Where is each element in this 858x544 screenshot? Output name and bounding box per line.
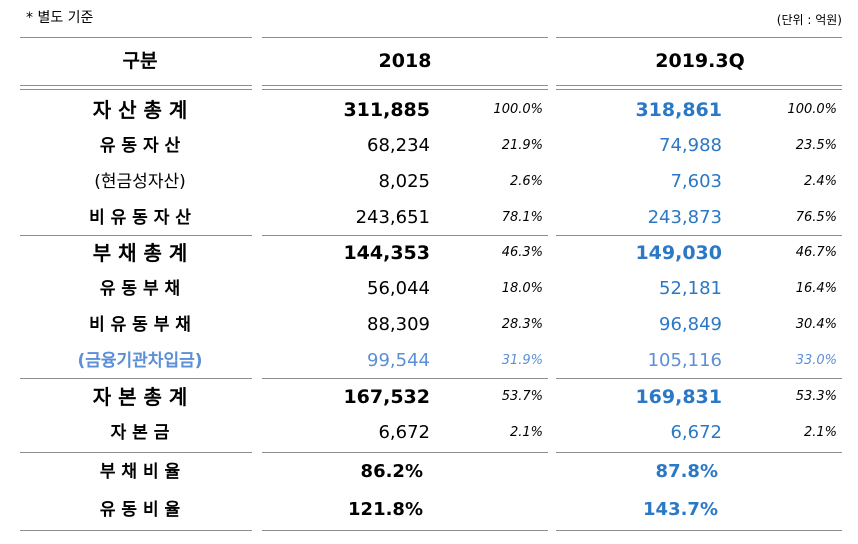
note: * 별도 기준 xyxy=(26,10,94,26)
value-2019: 149,030 xyxy=(635,242,722,264)
rule xyxy=(20,378,252,379)
ratio-2019: 76.5% xyxy=(795,210,837,225)
row-label: (금융기관차입금) xyxy=(77,351,203,371)
rule xyxy=(20,89,252,90)
row-label: 유 동 자 산 xyxy=(99,136,181,156)
rule xyxy=(556,37,842,38)
rule xyxy=(262,235,548,236)
value-2019: 169,831 xyxy=(635,386,722,408)
rule xyxy=(20,85,252,86)
ratio-2018: 2.1% xyxy=(509,425,543,440)
value-2018: 121.8% xyxy=(348,499,423,520)
value-2018: 6,672 xyxy=(378,422,430,443)
ratio-2018: 78.1% xyxy=(501,210,543,225)
row-label: 유 동 비 율 xyxy=(99,500,181,520)
value-2018: 243,651 xyxy=(355,207,430,228)
column-header: 구분 xyxy=(122,50,158,72)
row-label: 자 산 총 계 xyxy=(92,98,188,122)
value-2019: 87.8% xyxy=(655,461,718,482)
value-2018: 68,234 xyxy=(367,135,430,156)
rule xyxy=(556,85,842,86)
ratio-2018: 31.9% xyxy=(501,353,543,368)
value-2018: 144,353 xyxy=(343,242,430,264)
rule xyxy=(20,452,252,453)
row-label: 유 동 부 채 xyxy=(99,279,181,299)
rule xyxy=(556,530,842,531)
value-2018: 167,532 xyxy=(343,386,430,408)
value-2018: 311,885 xyxy=(343,99,430,121)
ratio-2019: 23.5% xyxy=(795,138,837,153)
value-2019: 6,672 xyxy=(670,422,722,443)
ratio-2019: 33.0% xyxy=(795,353,837,368)
ratio-2018: 28.3% xyxy=(501,317,543,332)
rule xyxy=(262,89,548,90)
value-2019: 243,873 xyxy=(647,207,722,228)
rule xyxy=(556,89,842,90)
value-2019: 7,603 xyxy=(670,171,722,192)
value-2019: 52,181 xyxy=(659,278,722,299)
rule xyxy=(262,452,548,453)
rule xyxy=(20,530,252,531)
unit: (단위 : 억원) xyxy=(776,13,842,27)
ratio-2018: 18.0% xyxy=(501,281,543,296)
row-label: 자 본 총 계 xyxy=(92,385,188,409)
rule xyxy=(20,37,252,38)
rule xyxy=(20,235,252,236)
value-2018: 88,309 xyxy=(367,314,430,335)
ratio-2018: 21.9% xyxy=(501,138,543,153)
value-2018: 99,544 xyxy=(367,350,430,371)
ratio-2019: 2.4% xyxy=(803,174,837,189)
rule xyxy=(262,37,548,38)
value-2019: 74,988 xyxy=(659,135,722,156)
value-2018: 8,025 xyxy=(378,171,430,192)
ratio-2019: 100.0% xyxy=(787,102,837,117)
row-label: 부 채 총 계 xyxy=(92,241,188,265)
value-2018: 56,044 xyxy=(367,278,430,299)
row-label: 자 본 금 xyxy=(110,423,170,443)
rule xyxy=(262,85,548,86)
value-2019: 143.7% xyxy=(643,499,718,520)
row-label: 비 유 동 부 채 xyxy=(89,315,191,335)
ratio-2019: 53.3% xyxy=(795,389,837,404)
rule xyxy=(556,235,842,236)
ratio-2018: 53.7% xyxy=(501,389,543,404)
column-header: 2018 xyxy=(378,50,432,72)
row-label: 부 채 비 율 xyxy=(99,462,181,482)
row-label: (현금성자산) xyxy=(94,172,186,192)
ratio-2019: 30.4% xyxy=(795,317,837,332)
ratio-2018: 46.3% xyxy=(501,245,543,260)
value-2018: 86.2% xyxy=(360,461,423,482)
rule xyxy=(262,530,548,531)
rule xyxy=(556,378,842,379)
row-label: 비 유 동 자 산 xyxy=(89,208,191,228)
ratio-2019: 46.7% xyxy=(795,245,837,260)
value-2019: 96,849 xyxy=(659,314,722,335)
ratio-2019: 16.4% xyxy=(795,281,837,296)
value-2019: 105,116 xyxy=(647,350,722,371)
ratio-2018: 2.6% xyxy=(509,174,543,189)
column-header: 2019.3Q xyxy=(655,50,745,72)
rule xyxy=(556,452,842,453)
ratio-2018: 100.0% xyxy=(493,102,543,117)
rule xyxy=(262,378,548,379)
value-2019: 318,861 xyxy=(635,99,722,121)
ratio-2019: 2.1% xyxy=(803,425,837,440)
